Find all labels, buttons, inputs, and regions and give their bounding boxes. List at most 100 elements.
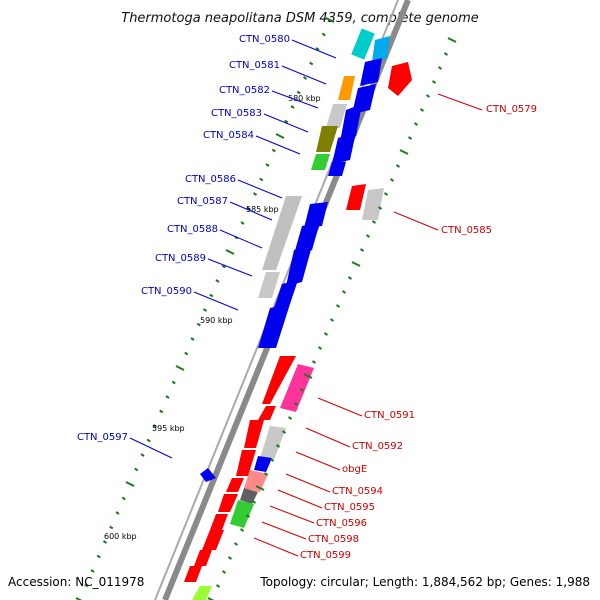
gene-label[interactable]: CTN_0587 xyxy=(177,196,228,207)
scale-tick xyxy=(383,192,389,196)
scale-tick xyxy=(207,597,215,600)
gene-label[interactable]: CTN_0590 xyxy=(141,286,192,297)
scale-tick xyxy=(341,290,347,294)
scale-tick xyxy=(215,584,221,588)
gene-label[interactable]: CTN_0592 xyxy=(352,441,403,452)
gene-label[interactable]: CTN_0579 xyxy=(486,104,537,115)
gene-label[interactable]: CTN_0588 xyxy=(167,224,218,235)
gene-label[interactable]: CTN_0589 xyxy=(155,253,206,264)
gene-ctn-0579[interactable] xyxy=(388,62,412,96)
leader-lines xyxy=(129,39,483,557)
scale-tick xyxy=(115,511,120,515)
scale-tick xyxy=(84,583,89,588)
scale-tick xyxy=(227,556,233,560)
scale-tick xyxy=(329,318,335,322)
scale-tick xyxy=(325,17,335,23)
scale-tick xyxy=(165,395,170,399)
gene-ctn-0590[interactable] xyxy=(258,280,298,348)
scale-ticks xyxy=(75,17,457,600)
scale-tick xyxy=(134,467,139,472)
scale-tick xyxy=(389,178,395,182)
gene-label[interactable]: CTN_0582 xyxy=(219,85,270,96)
genome-summary: Topology: circular; Length: 1,884,562 bp… xyxy=(259,575,590,589)
scale-tick xyxy=(269,458,275,462)
scale-tick xyxy=(263,472,269,476)
reverse-gene-labels: CTN_0579 CTN_0585 CTN_0591 CTN_0592 obgE… xyxy=(300,104,537,561)
gene-obge[interactable] xyxy=(236,450,272,476)
scale-tick xyxy=(196,322,201,327)
scale-tick xyxy=(171,380,176,385)
gene-ctn-0587[interactable] xyxy=(262,196,328,270)
kbp-label-600: 600 kbp xyxy=(104,532,137,541)
gene-label[interactable]: CTN_0594 xyxy=(332,486,383,497)
gene-label[interactable]: CTN_0596 xyxy=(316,518,367,529)
scale-tick xyxy=(419,108,425,112)
scale-tick xyxy=(287,416,293,420)
gene-ctn-0592[interactable] xyxy=(244,406,286,460)
gene-label[interactable]: CTN_0586 xyxy=(185,174,236,185)
scale-tick xyxy=(102,540,108,544)
scale-tick xyxy=(299,388,305,392)
gene-ctn-0596[interactable] xyxy=(210,500,254,530)
scale-tick xyxy=(407,136,413,140)
scale-tick xyxy=(309,61,314,66)
scale-tick xyxy=(265,163,270,167)
gene-ctn-0591[interactable] xyxy=(262,356,314,412)
gene-ctn-0589[interactable] xyxy=(258,246,312,298)
scale-tick xyxy=(443,52,449,56)
kbp-label-595: 595 kbp xyxy=(152,424,185,433)
gene-label[interactable]: CTN_0581 xyxy=(229,60,280,71)
kbp-label-590: 590 kbp xyxy=(200,316,233,325)
scale-tick xyxy=(425,94,431,98)
scale-tick xyxy=(75,597,83,600)
scale-tick xyxy=(359,248,365,252)
gene-label[interactable]: CTN_0584 xyxy=(203,130,254,141)
accession-label: Accession: NC_011978 xyxy=(8,575,144,589)
scale-tick xyxy=(221,570,227,574)
scale-tick xyxy=(321,32,326,37)
scale-tick xyxy=(311,360,317,364)
scale-tick xyxy=(184,351,189,356)
gene-ctn-0595[interactable] xyxy=(218,488,258,512)
gene-label[interactable]: CTN_0595 xyxy=(324,502,375,513)
reverse-strand-genes xyxy=(184,62,412,600)
scale-tick xyxy=(303,373,313,379)
scale-tick xyxy=(252,192,258,196)
scale-tick xyxy=(225,249,235,255)
gene-ctn-0588[interactable] xyxy=(294,222,320,254)
gene-label[interactable]: CTN_0580 xyxy=(239,34,290,45)
forward-gene-labels: CTN_0580 CTN_0581 CTN_0582 CTN_0583 CTN_… xyxy=(77,34,290,443)
scale-tick xyxy=(335,304,341,308)
gene-ctn-0580[interactable] xyxy=(351,28,390,62)
gene-label[interactable]: CTN_0583 xyxy=(211,108,262,119)
scale-tick xyxy=(240,221,245,225)
scale-tick xyxy=(246,206,251,211)
scale-tick xyxy=(90,569,95,573)
gene-ctn-0598[interactable] xyxy=(194,530,224,566)
scale-tick xyxy=(275,444,281,448)
gene-label[interactable]: CTN_0599 xyxy=(300,550,351,561)
gene-label[interactable]: CTN_0591 xyxy=(364,410,415,421)
gene-label[interactable]: obgE xyxy=(342,464,367,475)
scale-tick xyxy=(281,430,287,434)
scale-tick xyxy=(293,402,299,406)
genome-title: Thermotoga neapolitana DSM 4359, complet… xyxy=(121,11,479,26)
gene-ctn-0585[interactable] xyxy=(346,184,384,220)
gene-ctn-0583[interactable] xyxy=(316,104,362,152)
scale-tick xyxy=(140,453,145,457)
gene-ctn-0599[interactable] xyxy=(184,566,212,600)
scale-tick xyxy=(290,105,295,109)
scale-tick xyxy=(146,438,151,443)
gene-ctn-0581[interactable] xyxy=(338,58,382,100)
gene-ctn-0597[interactable] xyxy=(200,468,216,482)
gene-label[interactable]: CTN_0585 xyxy=(441,225,492,236)
gene-label[interactable]: CTN_0597 xyxy=(77,432,128,443)
scale-tick xyxy=(347,276,353,280)
scale-tick xyxy=(159,409,164,414)
gene-label[interactable]: CTN_0598 xyxy=(308,534,359,545)
scale-tick xyxy=(209,293,214,298)
gene-ctn-0594[interactable] xyxy=(226,470,268,492)
scale-tick xyxy=(152,424,158,428)
gene-ctn-0584[interactable] xyxy=(311,132,356,176)
scale-tick xyxy=(215,279,220,283)
